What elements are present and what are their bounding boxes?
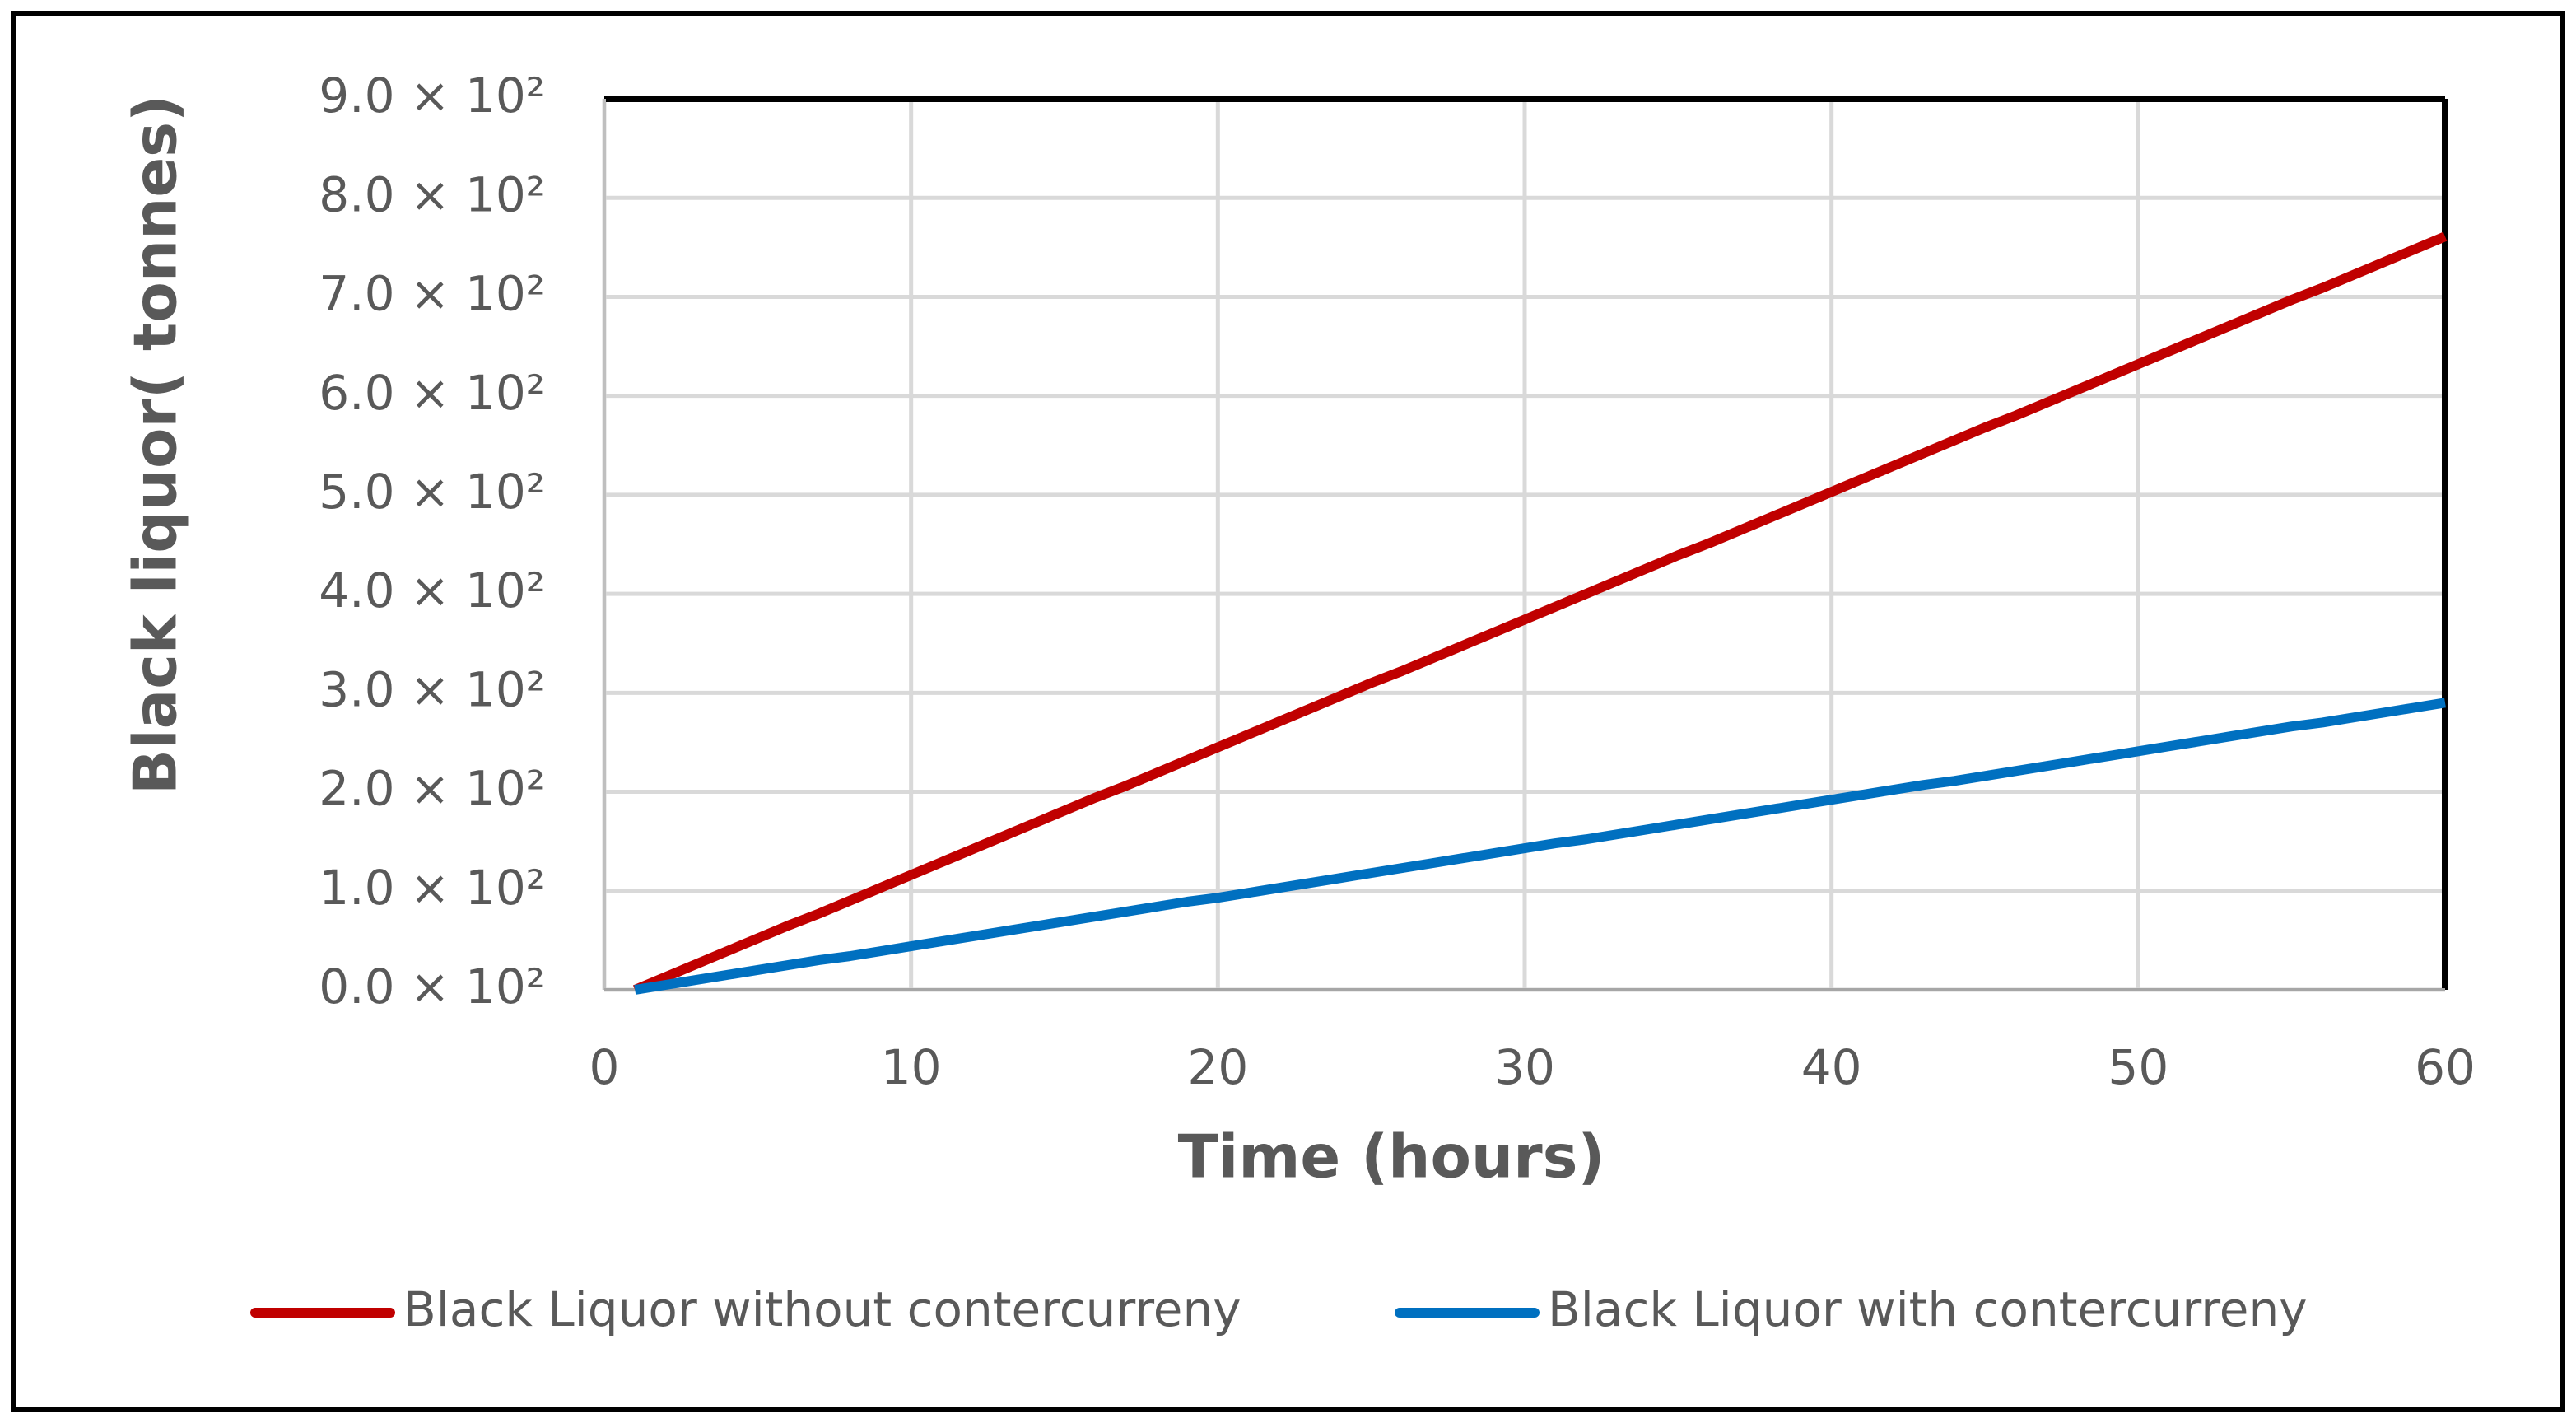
y-tick-label: 9.0 × 10² [319, 68, 545, 124]
x-tick-label: 0 [589, 1039, 620, 1095]
y-tick-label: 8.0 × 10² [319, 166, 545, 222]
data-line [632, 231, 2448, 995]
x-tick-label: 40 [1801, 1039, 1862, 1095]
data-line [634, 698, 2446, 995]
y-tick-label: 4.0 × 10² [319, 562, 545, 618]
y-tick-label: 1.0 × 10² [319, 860, 545, 916]
y-tick-label: 6.0 × 10² [319, 365, 545, 421]
x-tick-label: 10 [881, 1039, 942, 1095]
y-tick-label: 5.0 × 10² [319, 464, 545, 520]
x-tick-label: 60 [2415, 1039, 2476, 1095]
x-tick-label: 20 [1187, 1039, 1248, 1095]
x-axis-title: Time (hours) [1178, 1122, 1605, 1192]
y-tick-label: 0.0 × 10² [319, 959, 545, 1015]
y-axis-title: Black liquor( tonnes) [121, 95, 190, 795]
y-tick-label: 2.0 × 10² [319, 761, 545, 817]
legend-label: Black Liquor with contercurreny [1548, 1281, 2308, 1337]
y-tick-label: 3.0 × 10² [319, 661, 545, 717]
y-tick-label: 7.0 × 10² [319, 266, 545, 322]
x-tick-label: 30 [1494, 1039, 1555, 1095]
legend-label: Black Liquor without contercurreny [403, 1281, 1241, 1337]
x-tick-label: 50 [2108, 1039, 2168, 1095]
